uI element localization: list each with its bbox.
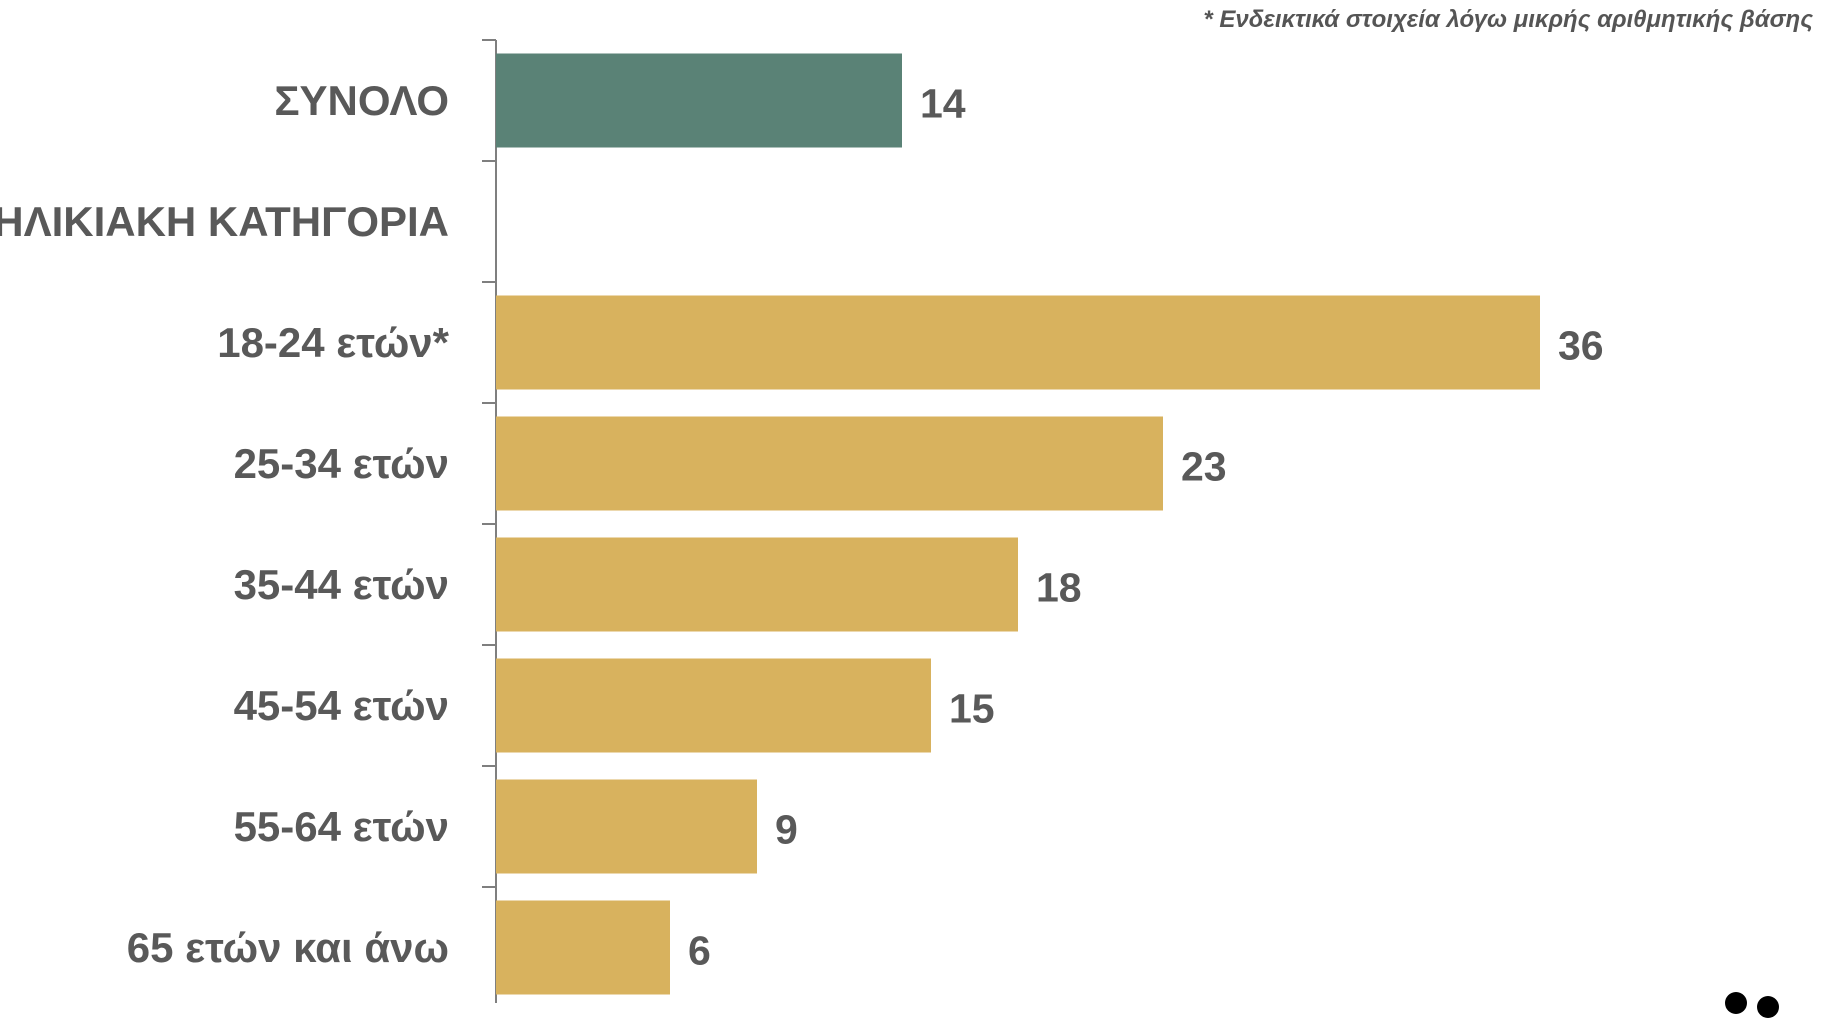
logo-dot-right bbox=[1757, 996, 1779, 1018]
bar bbox=[496, 779, 757, 874]
category-label: 55-64 ετών bbox=[234, 803, 449, 850]
bar bbox=[496, 295, 1540, 390]
category-label: 45-54 ετών bbox=[234, 682, 449, 729]
category-label: 18-24 ετών* bbox=[217, 319, 449, 366]
category-label: 25-34 ετών bbox=[234, 440, 449, 487]
logo-dot-left bbox=[1725, 992, 1747, 1014]
data-label: 18 bbox=[1036, 565, 1082, 611]
category-label: ΗΛΙΚΙΑΚΗ ΚΑΤΗΓΟΡΙΑ bbox=[0, 198, 449, 245]
data-label: 15 bbox=[949, 686, 995, 732]
data-label: 6 bbox=[688, 928, 711, 974]
bar bbox=[496, 416, 1163, 511]
bar bbox=[496, 900, 670, 995]
category-label: ΣΥΝΟΛΟ bbox=[274, 77, 449, 124]
footnote: * Ενδεικτικά στοιχεία λόγω μικρής αριθμη… bbox=[1203, 6, 1813, 33]
data-label: 36 bbox=[1558, 323, 1604, 369]
category-label: 65 ετών και άνω bbox=[127, 924, 449, 971]
data-label: 14 bbox=[920, 81, 966, 127]
bar bbox=[496, 537, 1018, 632]
bar bbox=[496, 53, 902, 148]
data-label: 23 bbox=[1181, 444, 1227, 490]
bar bbox=[496, 658, 931, 753]
category-label: 35-44 ετών bbox=[234, 561, 449, 608]
data-label: 9 bbox=[775, 807, 798, 853]
